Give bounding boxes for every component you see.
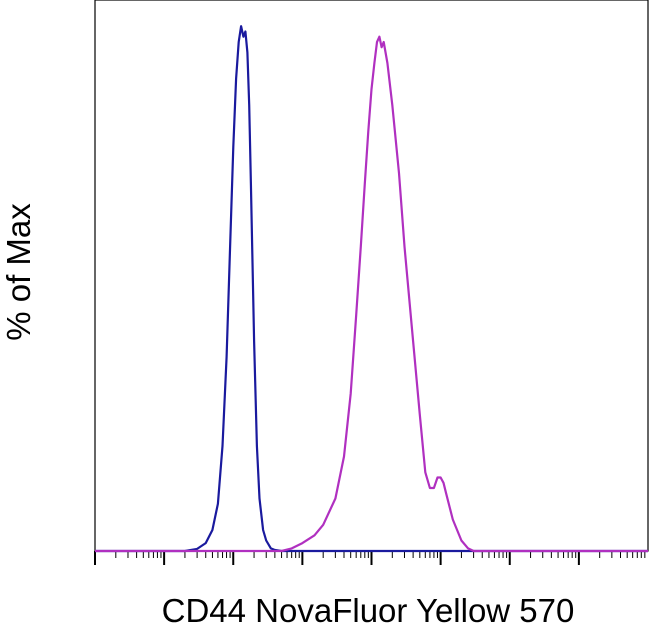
x-axis-label: CD44 NovaFluor Yellow 570 [162,592,575,629]
series-layer [95,25,648,553]
series-line-1 [95,25,648,553]
x-axis-ticks [94,551,646,565]
series-line-2 [95,35,648,553]
y-axis-label: % of Max [0,203,37,341]
